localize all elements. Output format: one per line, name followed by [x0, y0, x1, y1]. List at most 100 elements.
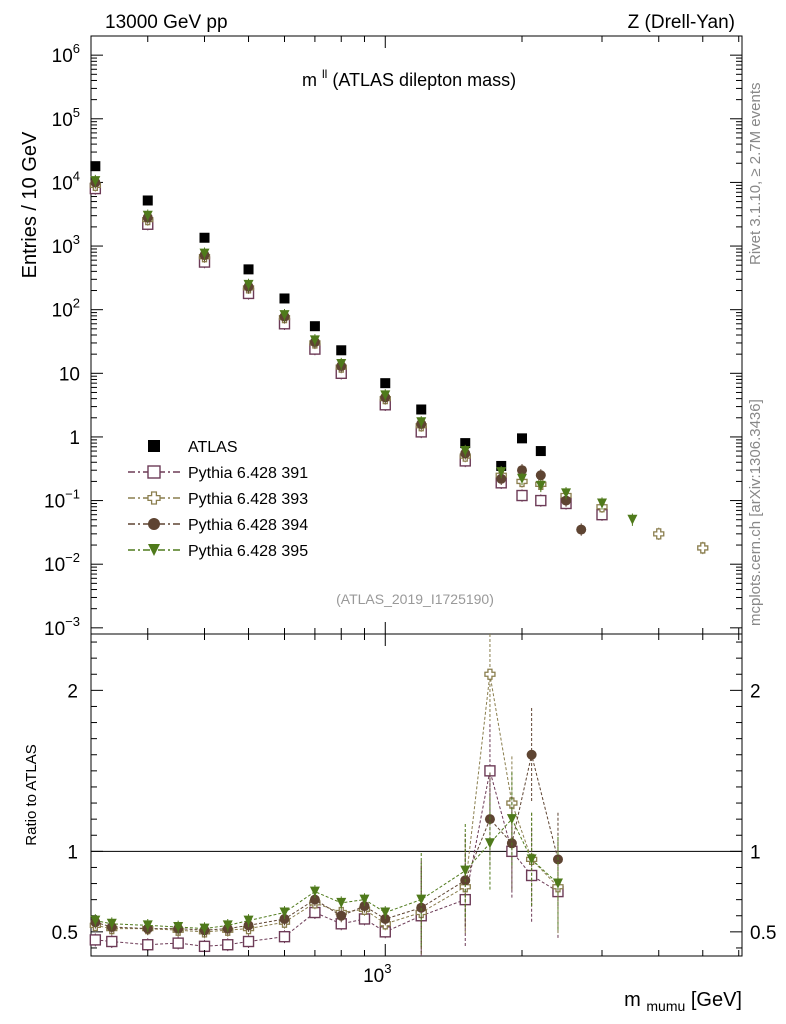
- header-left: 13000 GeV pp: [105, 12, 228, 33]
- data-point: [460, 438, 471, 449]
- data-point: [142, 210, 153, 221]
- data-point: [535, 446, 546, 457]
- data-point: [279, 293, 290, 304]
- data-point: [380, 390, 391, 401]
- ratio-point: [484, 668, 496, 680]
- series-atlas: [90, 161, 546, 471]
- data-point: [561, 488, 572, 499]
- main-ylabel: Entries / 10 GeV: [19, 131, 41, 278]
- ratio-point: [484, 838, 495, 849]
- y-tick-label: 1: [69, 428, 80, 449]
- ratio-point: [359, 894, 370, 905]
- ratio-point: [278, 930, 291, 943]
- data-point: [516, 489, 528, 502]
- data-point: [336, 345, 347, 356]
- data-point: [416, 417, 427, 428]
- data-point: [90, 176, 101, 187]
- rivet-label: Rivet 3.1.10, ≥ 2.7M events: [747, 83, 764, 266]
- ratio-point: [336, 897, 347, 908]
- ratio-series: [89, 634, 564, 956]
- data-point: [576, 524, 587, 535]
- mcplots-label: mcplots.cern.ch [arXiv:1306.3436]: [747, 399, 764, 626]
- ratio-yticks: 2 2 1 1 0.5 0.5: [52, 641, 776, 949]
- x-axis-label-sub: mumu: [646, 998, 685, 1014]
- ratio-point: [309, 894, 320, 905]
- ratio-point: [89, 934, 102, 946]
- main-title-rest: (ATLAS dilepton mass): [332, 70, 516, 90]
- ratio-point: [106, 918, 117, 929]
- data-point: [199, 232, 210, 243]
- ratio-tick-label-right: 0.5: [750, 923, 776, 944]
- data-point: [517, 433, 528, 444]
- main-series: [89, 161, 709, 555]
- data-point: [279, 310, 290, 321]
- series-pythia-6-428-393: [89, 179, 709, 555]
- data-point: [535, 470, 546, 481]
- ratio-point: [90, 915, 101, 926]
- data-point: [517, 465, 528, 476]
- main-title-m: m: [302, 70, 317, 90]
- legend-label: Pythia 6.428 393: [188, 491, 308, 508]
- data-point: [199, 248, 210, 259]
- ratio-point: [526, 854, 537, 865]
- data-point: [309, 321, 320, 332]
- y-tick-label: 106: [52, 41, 80, 67]
- ratio-point: [106, 935, 118, 948]
- ratio-tick-label-left: 2: [67, 681, 78, 702]
- ratio-point: [526, 749, 537, 760]
- ratio-point: [279, 907, 290, 918]
- ratio-point: [380, 907, 391, 918]
- data-point: [596, 498, 607, 509]
- data-point: [535, 494, 547, 507]
- ratio-point: [336, 910, 347, 921]
- ratio-point: [222, 939, 234, 951]
- data-point: [653, 528, 665, 540]
- x-axis-label: m mumu [GeV]: [624, 989, 742, 1016]
- ratio-series-pythia-6-428-393: [89, 634, 564, 956]
- ratio-point: [460, 865, 471, 876]
- data-point: [535, 480, 546, 491]
- legend: ATLAS Pythia 6.428 391 Pythia 6.428 393 Pyt…: [128, 439, 308, 560]
- ratio-point: [484, 765, 496, 777]
- x-axis-label-m: m: [624, 989, 641, 1011]
- analysis-tag: (ATLAS_2019_I1725190): [336, 591, 494, 607]
- ratio-point: [416, 894, 427, 905]
- header-right: Z (Drell-Yan): [628, 12, 735, 33]
- legend-label: Pythia 6.428 391: [188, 465, 308, 482]
- ratio-tick-label-right: 1: [750, 842, 761, 863]
- y-tick-label: 105: [52, 105, 80, 131]
- legend-label: Pythia 6.428 395: [188, 543, 308, 560]
- x-ticks: 103: [147, 36, 740, 987]
- ratio-point: [242, 935, 255, 948]
- ratio-series-line: [95, 674, 559, 933]
- legend-marker: [148, 518, 160, 530]
- data-point: [697, 542, 709, 554]
- ratio-tick-label-left: 1: [67, 842, 78, 863]
- legend-label: Pythia 6.428 394: [188, 517, 308, 534]
- y-tick-label: 103: [52, 232, 80, 258]
- data-point: [243, 264, 254, 275]
- ratio-series-line: [95, 754, 559, 931]
- ratio-point: [416, 902, 427, 913]
- data-point: [517, 473, 528, 484]
- ratio-point: [309, 886, 320, 897]
- series-pythia-6-428-394: [90, 176, 587, 536]
- ratio-tick-label-left: 0.5: [52, 923, 78, 944]
- y-tick-label: 10−1: [44, 487, 80, 513]
- data-point: [496, 467, 507, 478]
- ratio-point: [199, 923, 210, 934]
- ratio-point: [142, 920, 153, 931]
- ratio-series-line: [95, 818, 559, 930]
- data-point: [627, 514, 638, 525]
- ratio-point: [243, 915, 254, 926]
- ratio-point: [142, 939, 154, 951]
- data-point: [90, 161, 101, 172]
- ratio-plot-frame: [90, 633, 743, 957]
- data-point: [243, 279, 254, 290]
- data-point: [496, 473, 507, 484]
- ratio-point: [222, 920, 233, 931]
- main-panel: m ll (ATLAS dilepton mass) Entries / 10 …: [19, 35, 743, 640]
- y-tick-label: 10−3: [44, 614, 80, 640]
